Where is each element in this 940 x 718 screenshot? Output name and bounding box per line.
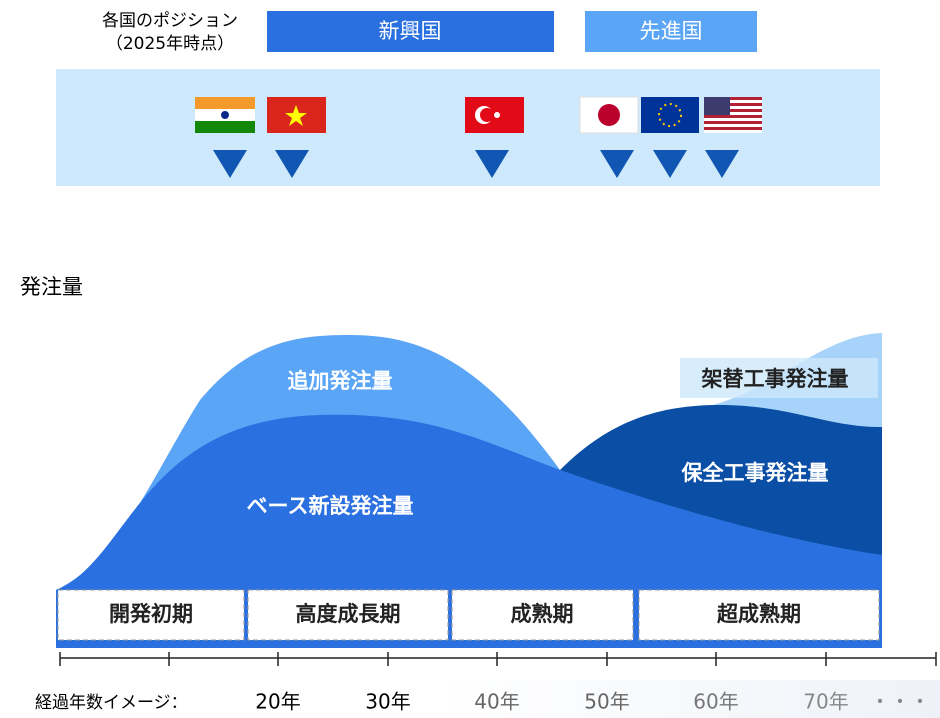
developed-label: 先進国 <box>640 19 703 43</box>
phases <box>57 589 880 641</box>
phase-label: 成熟期 <box>511 602 574 626</box>
position-label: 各国のポジション <box>102 11 238 31</box>
x-tick-label: 60年 <box>693 690 738 714</box>
developed-bar <box>585 11 757 52</box>
x-axis-label: 経過年数イメージ： <box>35 693 188 713</box>
phase-label: 高度成長期 <box>296 602 401 626</box>
area-label: ベース新設発注量 <box>247 494 414 518</box>
phase-label: 超成熟期 <box>717 602 801 626</box>
future-bg <box>440 680 940 718</box>
y-label: 発注量 <box>20 275 83 299</box>
emerging-bar <box>267 11 554 52</box>
x-tick-label: 40年 <box>474 690 519 714</box>
area-label: 保全工事発注量 <box>681 461 829 485</box>
x-more: ・・・ <box>870 690 930 714</box>
markers <box>213 150 739 178</box>
area-label: 架替工事発注量 <box>702 367 849 391</box>
x-tick-label: 20年 <box>255 690 300 714</box>
x-tick-label: 70年 <box>803 690 848 714</box>
flags <box>195 96 762 134</box>
x-axis <box>59 652 937 666</box>
position-label: （2025年時点） <box>106 34 234 54</box>
maintenance-area <box>560 405 882 555</box>
x-tick-label: 50年 <box>584 690 629 714</box>
area-label: 追加発注量 <box>288 369 393 393</box>
phase-label: 開発初期 <box>109 602 193 626</box>
replacement-label-bg <box>680 358 878 398</box>
emerging-label: 新興国 <box>379 19 442 43</box>
x-tick-label: 30年 <box>365 690 410 714</box>
